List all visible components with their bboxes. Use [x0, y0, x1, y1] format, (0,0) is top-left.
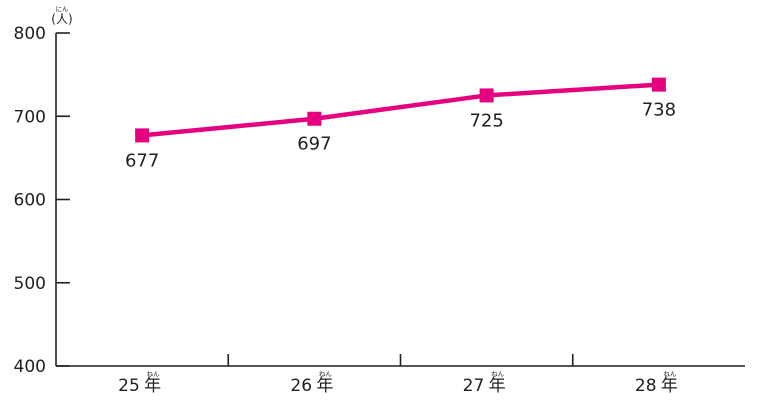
- series-line: [141, 82, 660, 138]
- data-labels: 677 697 725 738: [125, 100, 676, 172]
- x-category-suffix: 年: [489, 376, 506, 396]
- series-point-marker: [135, 128, 150, 143]
- x-category-number: 27: [463, 376, 485, 396]
- y-unit-reading: にん: [56, 5, 70, 13]
- x-category-label: 28 ねん年: [635, 370, 678, 396]
- x-category-number: 26: [290, 376, 312, 396]
- y-unit-label: にん (人): [51, 5, 72, 26]
- y-tick-label: 800: [14, 24, 46, 44]
- axes-group: [55, 33, 745, 367]
- series-point-marker: [651, 77, 666, 92]
- data-point-label: 725: [469, 110, 503, 131]
- x-category-label: 27 ねん年: [463, 370, 506, 396]
- series-point-marker: [307, 111, 322, 126]
- x-axis-ticks: [227, 354, 574, 366]
- data-point-label: 677: [125, 150, 159, 171]
- data-series: [135, 77, 666, 143]
- x-category-number: 25: [118, 376, 140, 396]
- x-category-suffix: 年: [661, 376, 678, 396]
- x-category-suffix-reading: ねん: [319, 370, 333, 378]
- y-tick-label: 600: [14, 191, 46, 211]
- x-category-suffix-reading: ねん: [147, 370, 161, 378]
- x-category-suffix-reading: ねん: [663, 370, 677, 378]
- data-point-label: 738: [642, 100, 676, 121]
- y-tick-label: 500: [14, 274, 46, 294]
- y-unit-text: (人): [51, 12, 72, 26]
- y-tick-label: 400: [14, 357, 46, 377]
- x-category-label: 26 ねん年: [290, 370, 333, 396]
- data-point-label: 697: [297, 134, 331, 155]
- x-category-number: 28: [635, 376, 657, 396]
- x-category-suffix: 年: [316, 376, 333, 396]
- y-unit-value: 人: [56, 12, 68, 26]
- x-category-label: 25 ねん年: [118, 370, 161, 396]
- x-category-suffix: 年: [144, 376, 161, 396]
- series-point-marker: [479, 88, 494, 103]
- x-category-suffix-reading: ねん: [491, 370, 505, 378]
- y-axis-ticks: 800 700 600 500 400: [14, 24, 70, 377]
- y-tick-label: 700: [14, 107, 46, 127]
